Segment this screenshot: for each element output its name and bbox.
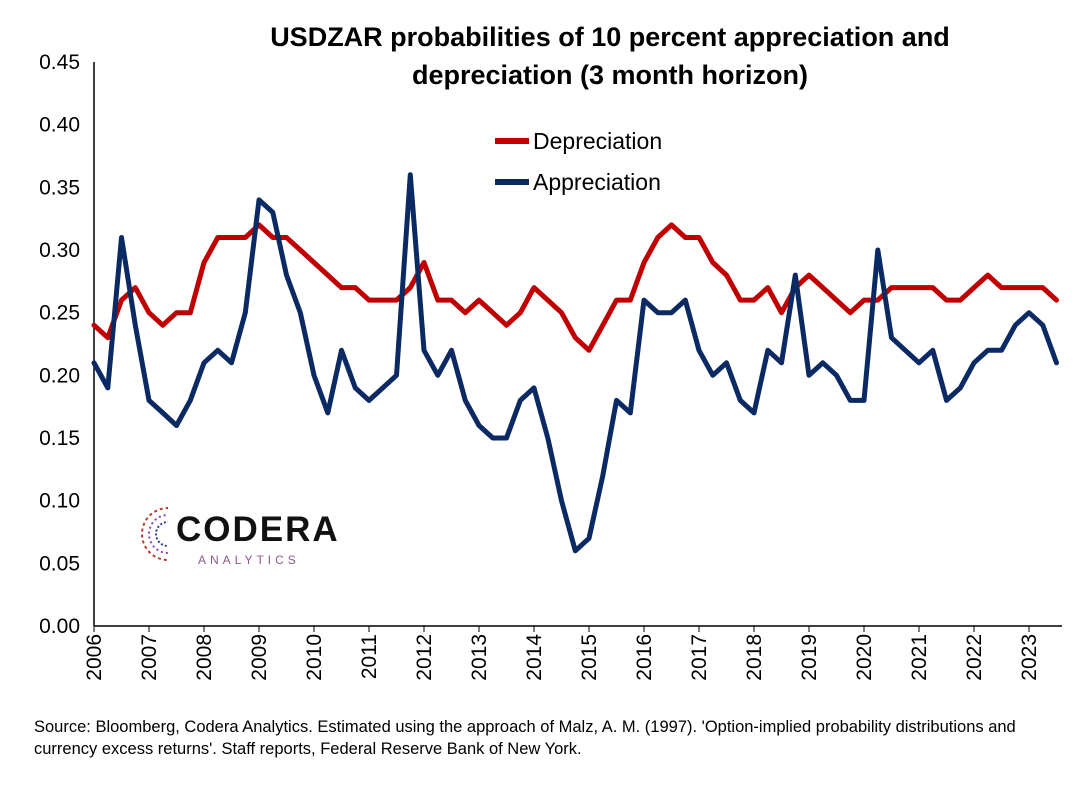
x-tick-label: 2017: [688, 634, 711, 681]
series-line-appreciation: [91, 172, 1059, 554]
x-tick-label: 2008: [193, 634, 216, 681]
legend-label-depreciation: Depreciation: [533, 127, 663, 154]
legend-swatch-depreciation: [495, 138, 529, 144]
chart-axes: [93, 62, 1062, 627]
y-tick-label: 0.20: [39, 364, 80, 387]
x-tick-label: 2016: [633, 634, 656, 681]
codera-logo-mark-icon: [141, 500, 198, 570]
x-tick-label: 2012: [413, 634, 436, 681]
x-tick-label: 2007: [138, 634, 161, 681]
legend-entry-appreciation: Appreciation: [495, 169, 661, 195]
x-tick-label: 2021: [908, 634, 931, 681]
x-tick-label: 2011: [358, 634, 381, 679]
chart-title-line-1: USDZAR probabilities of 10 percent appre…: [270, 22, 950, 52]
source-note: Source: Bloomberg, Codera Analytics. Est…: [34, 718, 1016, 758]
legend-entry-depreciation: Depreciation: [495, 128, 662, 154]
x-tick-label: 2022: [963, 634, 986, 681]
y-tick-label: 0.00: [39, 615, 80, 638]
y-tick-label: 0.30: [39, 239, 80, 262]
y-tick-label: 0.45: [39, 51, 80, 74]
legend-swatch-appreciation: [495, 179, 529, 185]
x-tick-label: 2013: [468, 634, 491, 681]
y-tick-label: 0.25: [39, 302, 80, 325]
x-tick-label: 2010: [303, 634, 326, 681]
series-lines: [91, 172, 1059, 554]
y-axis-ticks: 0.00 0.05 0.10 0.15 0.20 0.25 0.30 0.35 0.40 0.45: [39, 51, 80, 638]
x-tick-label: 2018: [743, 634, 766, 681]
x-tick-label: 2023: [1018, 634, 1041, 681]
y-tick-label: 0.35: [39, 176, 80, 199]
y-tick-label: 0.40: [39, 114, 80, 137]
x-tick-label: 2006: [83, 634, 106, 681]
logo-name: CODERA: [176, 510, 340, 549]
x-tick-label: 2019: [798, 634, 821, 681]
x-tick-label: 2009: [248, 634, 271, 681]
logo-subtitle: ANALYTICS: [198, 553, 300, 567]
legend-label-appreciation: Appreciation: [533, 168, 661, 195]
x-axis-ticks: 2006 2007 2008 2009 2010 2011 2012 2013 2014 2015…: [83, 626, 1041, 681]
codera-logo: CODERA ANALYTICS: [138, 500, 368, 570]
chart-title-line-2: depreciation (3 month horizon): [412, 60, 808, 90]
y-tick-label: 0.10: [39, 490, 80, 513]
y-tick-label: 0.05: [39, 552, 80, 575]
x-tick-label: 2020: [853, 634, 876, 681]
x-tick-label: 2015: [578, 634, 601, 681]
y-tick-label: 0.15: [39, 427, 80, 450]
x-tick-label: 2014: [523, 634, 546, 681]
